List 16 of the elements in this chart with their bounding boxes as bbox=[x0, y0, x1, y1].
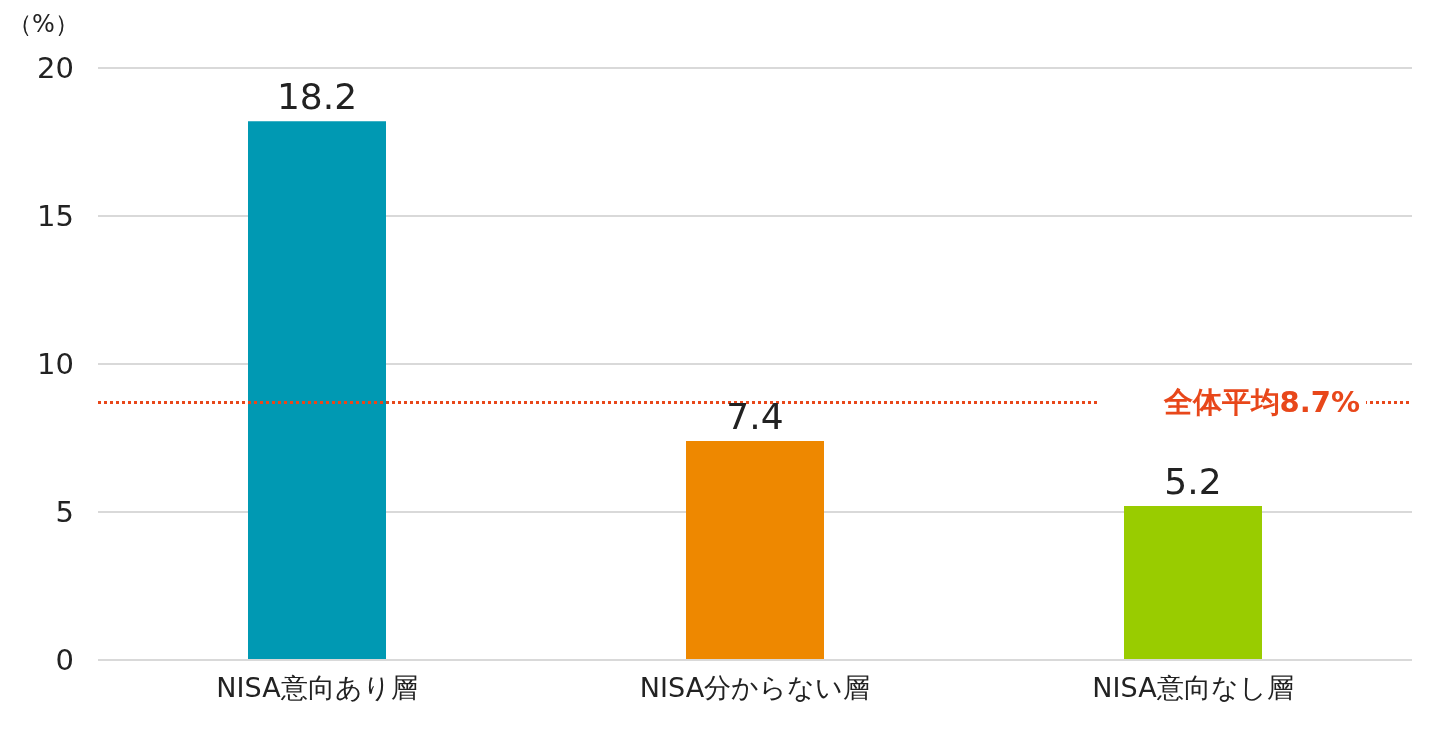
x-tick-label: NISA意向なし層 bbox=[1092, 672, 1294, 704]
y-tick-label: 20 bbox=[37, 51, 74, 86]
x-tick-label: NISA分からない層 bbox=[639, 672, 871, 704]
y-tick-label: 10 bbox=[37, 347, 74, 382]
y-tick-label: 5 bbox=[55, 495, 74, 530]
data-label: 7.4 bbox=[726, 395, 784, 437]
x-tick-label: NISA意向あり層 bbox=[216, 672, 418, 704]
bar bbox=[1124, 506, 1262, 660]
bar bbox=[686, 440, 824, 660]
bar bbox=[248, 121, 386, 660]
data-label: 18.2 bbox=[276, 76, 358, 118]
y-tick-label: 15 bbox=[37, 199, 74, 234]
data-label: 5.2 bbox=[1164, 461, 1222, 503]
y-axis-title: （%） bbox=[8, 9, 79, 40]
y-tick-label: 0 bbox=[55, 643, 74, 678]
ref-line-label: 全体平均8.7% bbox=[1162, 385, 1360, 420]
